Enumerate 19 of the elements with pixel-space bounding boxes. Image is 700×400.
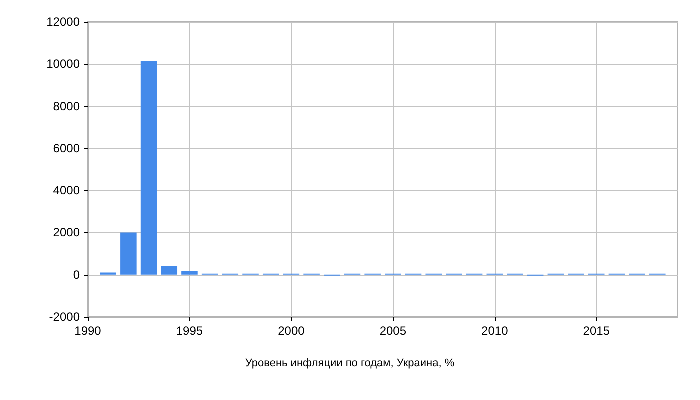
x-tick-label: 1995: [176, 324, 204, 338]
y-tick-label: 8000: [53, 99, 80, 114]
y-tick-label: 12000: [46, 15, 80, 29]
y-tick-label: 4000: [53, 184, 80, 198]
y-tick-label: 10000: [46, 57, 80, 72]
x-tick-label: 2015: [583, 324, 610, 338]
x-tick-label: 2005: [380, 324, 407, 338]
y-tick-label: 2000: [53, 226, 80, 240]
y-tick-label: -2000: [49, 310, 80, 324]
bar: [182, 271, 198, 275]
text: Уровень инфляции по годам, Украина, %: [245, 358, 455, 370]
y-tick-label: 0: [73, 268, 80, 282]
x-tick-label: 1990: [74, 324, 102, 338]
bar: [140, 60, 158, 275]
x-tick-label: 2010: [482, 324, 509, 338]
x-tick-label: 2000: [278, 324, 306, 338]
bar: [161, 266, 178, 275]
y-tick-label: 6000: [53, 141, 80, 156]
bar: [120, 232, 137, 275]
